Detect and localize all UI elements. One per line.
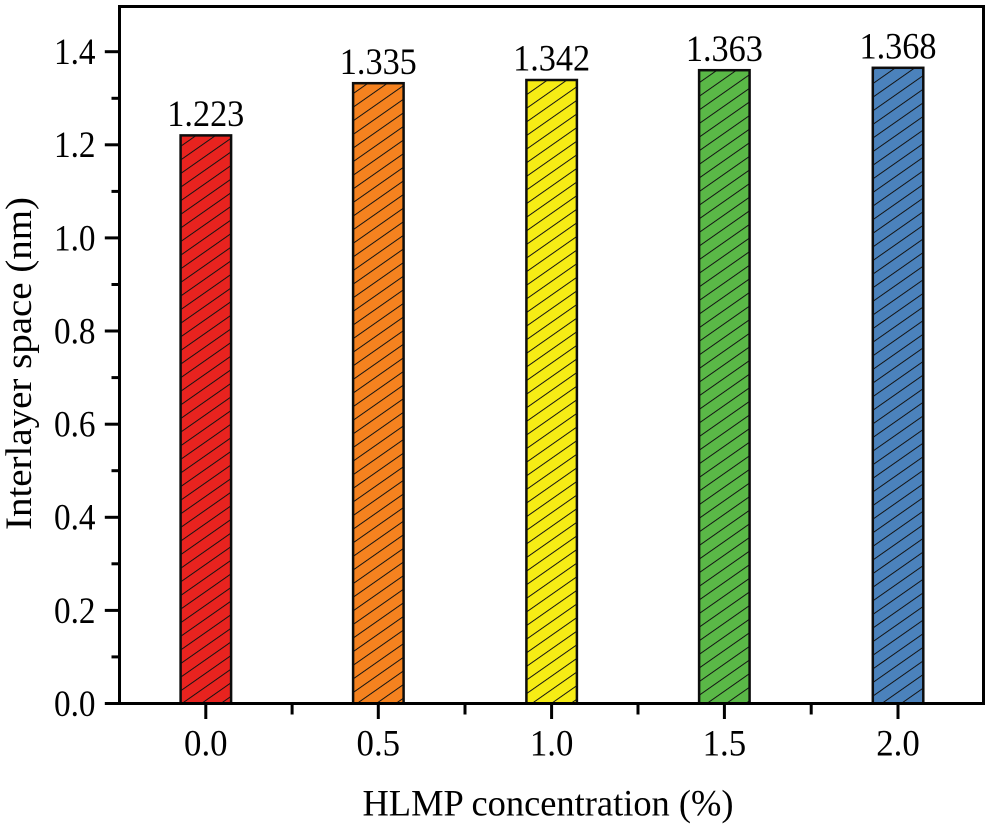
svg-text:0.4: 0.4 bbox=[54, 498, 96, 539]
svg-text:0.2: 0.2 bbox=[54, 591, 96, 632]
svg-text:1.2: 1.2 bbox=[54, 125, 96, 166]
svg-text:0.0: 0.0 bbox=[184, 724, 228, 765]
svg-text:Interlayer space (nm): Interlayer space (nm) bbox=[0, 197, 40, 530]
svg-text:1.342: 1.342 bbox=[513, 39, 590, 80]
svg-text:1.368: 1.368 bbox=[860, 27, 937, 68]
svg-text:0.8: 0.8 bbox=[54, 311, 96, 352]
svg-text:1.4: 1.4 bbox=[54, 32, 96, 73]
svg-text:2.0: 2.0 bbox=[876, 724, 920, 765]
svg-text:0.6: 0.6 bbox=[54, 405, 96, 446]
svg-text:0.0: 0.0 bbox=[54, 684, 96, 725]
svg-text:1.0: 1.0 bbox=[54, 218, 96, 259]
svg-text:1.223: 1.223 bbox=[167, 94, 244, 135]
svg-text:1.5: 1.5 bbox=[703, 724, 747, 765]
svg-text:1.335: 1.335 bbox=[340, 42, 417, 83]
svg-text:HLMP concentration (%): HLMP concentration (%) bbox=[363, 784, 734, 825]
svg-text:0.5: 0.5 bbox=[357, 724, 401, 765]
svg-text:1.0: 1.0 bbox=[530, 724, 574, 765]
svg-text:1.363: 1.363 bbox=[686, 29, 763, 70]
